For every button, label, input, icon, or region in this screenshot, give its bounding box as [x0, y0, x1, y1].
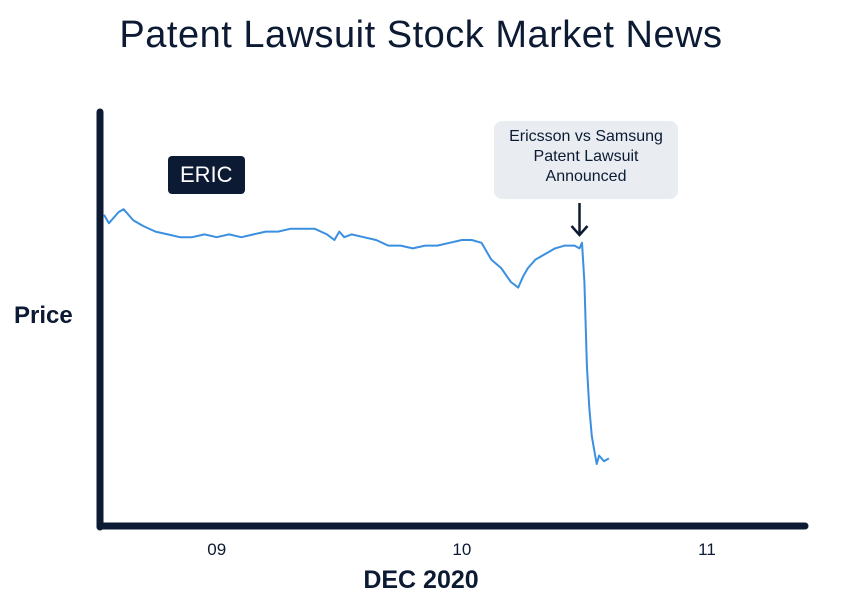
y-axis-label: Price	[14, 302, 73, 329]
annotation-line-1: Ericsson vs Samsung	[509, 128, 663, 145]
annotation-line-3: Announced	[545, 168, 627, 185]
series-ticker-badge: ERIC	[168, 156, 245, 194]
x-tick-label: 09	[207, 540, 227, 559]
series-line-eric	[103, 208, 610, 465]
x-tick-label: 10	[452, 540, 472, 559]
annotation-callout: Ericsson vs Samsung Patent Lawsuit Annou…	[494, 121, 678, 199]
annotation-line-2: Patent Lawsuit	[533, 148, 639, 165]
annotation-arrow-icon	[570, 203, 589, 237]
x-tick-label: 11	[698, 540, 716, 559]
chart-title: Patent Lawsuit Stock Market News	[119, 14, 723, 56]
x-axis-label: DEC 2020	[363, 566, 479, 594]
